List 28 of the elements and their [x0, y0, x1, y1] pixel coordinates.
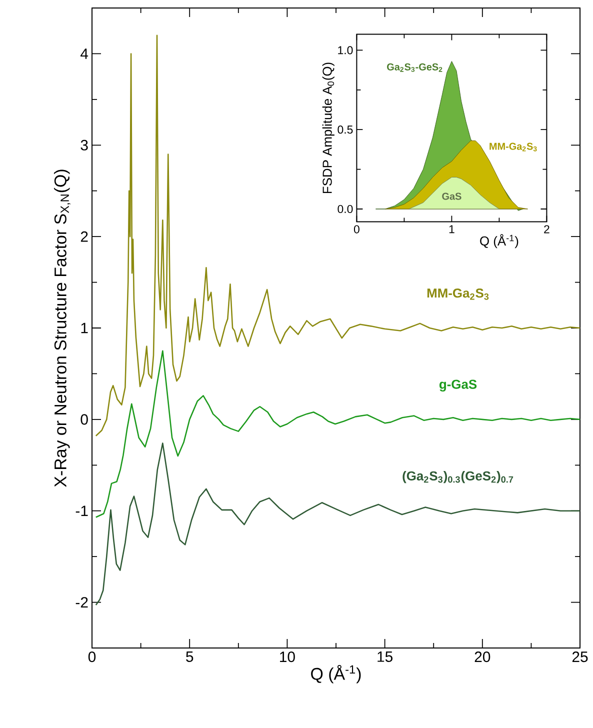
y-tick-label: 0.5 — [338, 126, 353, 134]
series-label: MM-Ga$_{2}$S$_{3}$ — [427, 288, 489, 300]
y-tick-label: 4 — [80, 48, 88, 59]
x-tick-label: 0 — [88, 652, 96, 662]
x-axis-title: Q (Å$^{-1}$) — [480, 234, 518, 248]
series-label: GaS — [442, 192, 462, 200]
y-tick-label: 1 — [81, 322, 88, 334]
x-tick-label: 5 — [186, 652, 194, 662]
y-tick-label: -2 — [76, 597, 88, 608]
y-tick-label: 0.0 — [338, 204, 353, 214]
y-tick-label: 3 — [80, 140, 88, 150]
y-axis-title: FSDP Amplitude A$_{0}$(Q) — [322, 62, 334, 194]
x-tick-label: 15 — [378, 652, 392, 662]
x-tick-label: 10 — [280, 652, 295, 662]
text: g-GaS — [439, 380, 477, 392]
y-tick-label: 1.0 — [338, 46, 353, 54]
y-tick-label: 0 — [80, 414, 88, 425]
y-axis-title: X-Ray or Neutron Structure Factor S$_{X,N}$(Q) — [54, 170, 70, 487]
x-tick-label: 0 — [354, 225, 360, 234]
text: (Ga$_{2}$S$_{3}$)$_{0.3}$(GeS$_{2}$)$_{0.7}$ — [402, 470, 514, 484]
x-tick-label: 2 — [544, 225, 550, 234]
series-label: Ga$_{2}$S$_{3}$-GeS$_{2}$ — [387, 63, 442, 72]
x-tick-label: 20 — [474, 652, 490, 662]
x-axis-title: Q (Å$^{-1}$) — [311, 664, 361, 684]
x-tick-label: 1 — [449, 225, 454, 234]
x-tick-label: 25 — [572, 652, 588, 662]
y-tick-label: -1 — [76, 506, 88, 516]
series-label: MM-Ga$_{2}$S$_{3}$ — [490, 142, 537, 152]
